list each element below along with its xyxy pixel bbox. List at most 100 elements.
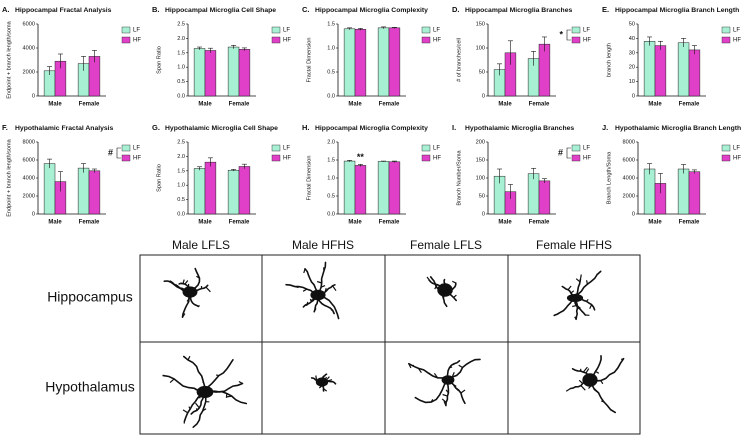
microglia-branch [178,282,191,293]
microglia-branch [205,286,211,293]
y-tick-label: 0.0 [327,93,335,99]
y-tick-label: 6000 [23,157,35,163]
column-header: Female HFHS [536,238,612,252]
y-tick-label: 0 [632,93,635,99]
x-tick-label: Female [229,102,250,108]
legend-swatch [421,26,431,34]
panel-title: Hippocampal Fractal Analysis [15,7,112,14]
legend-swatch [121,36,131,44]
panel-title: Hypothalamic Microglia Branches [465,125,574,132]
microglia-branch [589,379,616,414]
legend-swatch [421,154,431,162]
y-tick-label: 20 [629,65,635,71]
microglia-branch [441,398,447,403]
bar [193,168,206,215]
legend-swatch [721,26,731,34]
panel-title: Hypothalamic Microglia Branch Length [615,125,741,132]
microglia-branch [565,387,571,392]
legend-label: LF [733,146,740,152]
microglia-branch [183,355,206,393]
y-tick-label: 150 [476,21,485,27]
y-axis-label: Branch Number/Soma [456,149,462,205]
y-tick-label: 4000 [623,175,635,181]
y-tick-label: 30 [629,50,635,56]
bar [354,165,367,215]
microglia-branch [189,267,201,293]
microglia-branch [189,291,200,308]
legend-label: HF [133,156,141,162]
microglia-branch [332,285,337,292]
y-tick-label: 2.0 [177,154,185,160]
y-axis-label: Fractal Dimension [306,37,312,82]
microglia-branch [285,283,319,296]
y-tick-label: 0.0 [327,211,335,217]
significance: * [559,29,563,39]
y-tick-label: 0 [32,93,35,99]
y-tick-label: 1.5 [177,168,185,174]
y-tick-label: 0 [482,93,485,99]
panel-letter: F. [2,123,8,132]
microglia-branch [408,362,449,381]
bar [388,27,401,97]
legend-swatch [571,144,581,152]
y-tick-label: 2000 [23,193,35,199]
legend-swatch [121,144,131,152]
panel-title: Hippocampal Microglia Branches [465,7,572,14]
panel-letter: E. [602,5,609,14]
microglia-branch [589,357,625,382]
microglia-branch [579,274,582,280]
x-tick-label: Male [198,220,212,226]
row-header: Hypothalamus [45,379,135,395]
microglia-branch [321,373,328,383]
panel-title: Hypothalamic Fractal Analysis [15,125,114,132]
x-tick-label: Male [648,220,662,226]
legend-label: HF [283,38,291,44]
microglia-branch [183,391,206,423]
significance: ** [357,152,365,162]
legend-swatch [121,26,131,34]
legend-label: LF [283,146,290,152]
legend-swatch [121,154,131,162]
bar [193,48,206,97]
legend-swatch [721,36,731,44]
microglia-branch [442,393,448,397]
panel-letter: A. [2,5,10,14]
legend-label: LF [583,28,590,34]
microglia-branch [582,366,588,373]
microglia-branch [204,359,234,393]
bar [377,27,390,97]
x-tick-label: Male [648,102,662,108]
microglia-branch [195,402,200,409]
microglia-branch [445,379,450,407]
x-tick-label: Male [498,102,512,108]
legend-swatch [271,36,281,44]
microglia-branch [317,294,340,320]
y-tick-label: 0 [482,211,485,217]
y-tick-label: 2000 [623,193,635,199]
microglia-branch [585,368,590,374]
legend-label: HF [433,156,441,162]
significance-bracket [566,29,571,41]
microglia-branch [553,297,576,317]
microglia-branch [317,261,327,296]
microglia-branch [580,385,586,391]
x-tick-label: Male [348,220,362,226]
image-table-border [139,254,641,435]
y-tick-label: 50 [479,193,485,199]
panel-letter: I. [452,123,456,132]
legend-label: LF [433,146,440,152]
microglia-branch [460,389,466,394]
y-tick-label: 8000 [623,139,635,145]
x-tick-label: Female [79,220,100,226]
bar [354,29,367,97]
y-tick-label: 8000 [23,139,35,145]
panel-letter: C. [302,5,310,14]
bar [377,161,390,215]
y-tick-label: 4000 [23,45,35,51]
panel-letter: D. [452,5,460,14]
microglia-branch [447,379,466,405]
y-axis-label: Endpoint + branch length/soma [6,138,12,216]
microglia-branch [574,297,596,311]
y-axis-label: Fractal Dimension [306,155,312,200]
bar [343,160,356,215]
